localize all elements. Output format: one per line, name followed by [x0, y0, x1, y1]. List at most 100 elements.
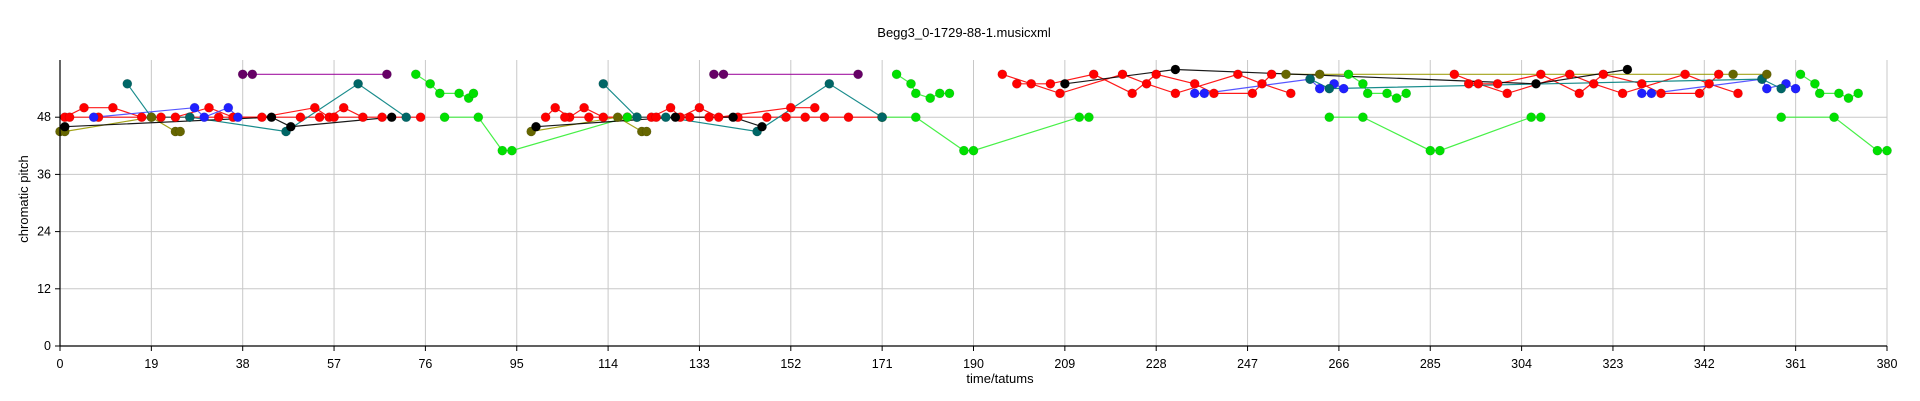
- blue-data-point: [1338, 83, 1349, 94]
- green-data-point: [410, 69, 421, 80]
- olive-data-point: [1761, 69, 1772, 80]
- red-data-point: [1535, 69, 1546, 80]
- red-data-point: [1189, 78, 1200, 89]
- chart-title: Begg3_0-1729-88-1.musicxml: [877, 25, 1051, 40]
- green-data-point: [1526, 112, 1537, 123]
- green-data-point: [1358, 78, 1368, 89]
- green-data-point: [1343, 69, 1354, 80]
- teal-data-point: [353, 78, 363, 89]
- green-data-point: [1535, 112, 1546, 123]
- teal-series-line: [126, 83, 407, 133]
- red-data-point: [1170, 88, 1181, 99]
- red-data-point: [1088, 69, 1099, 80]
- green-data-point: [934, 88, 945, 99]
- x-tick-label: 342: [1694, 357, 1715, 371]
- red-data-point: [329, 112, 339, 123]
- teal-data-point: [877, 112, 887, 123]
- teal-data-point: [1776, 83, 1787, 94]
- red-data-point: [1617, 88, 1628, 99]
- red-data-point: [1209, 88, 1219, 99]
- green-data-point: [944, 88, 955, 99]
- green-data-point: [959, 145, 969, 156]
- red-data-point: [651, 112, 662, 123]
- olive-data-point: [146, 112, 157, 123]
- green-data-point: [468, 88, 479, 99]
- black-data-point: [1531, 78, 1541, 89]
- red-data-point: [108, 102, 118, 113]
- red-data-point: [540, 112, 551, 123]
- red-data-point: [684, 112, 695, 123]
- red-data-point: [1564, 69, 1575, 80]
- red-data-point: [338, 102, 349, 113]
- teal-series-line: [1309, 78, 1782, 90]
- red-data-point: [559, 112, 570, 123]
- red-data-point: [1117, 69, 1128, 80]
- red-data-point: [1502, 88, 1513, 99]
- x-tick-label: 95: [510, 357, 524, 371]
- red-data-point: [1045, 78, 1056, 89]
- x-tick-label: 38: [236, 357, 250, 371]
- x-axis-label: time/tatums: [966, 371, 1034, 386]
- green-series-line: [882, 116, 1089, 152]
- x-tick-label: 228: [1146, 357, 1167, 371]
- blue-data-point: [1199, 88, 1210, 99]
- x-tick-label: 114: [598, 357, 618, 371]
- red-data-point: [314, 112, 325, 123]
- olive-data-point: [1728, 69, 1738, 80]
- purple-data-point: [237, 69, 248, 80]
- x-tick-label: 323: [1603, 357, 1624, 371]
- red-data-point: [1636, 78, 1647, 89]
- x-tick-label: 19: [144, 357, 158, 371]
- red-data-point: [1127, 88, 1138, 99]
- red-data-point: [1247, 88, 1258, 99]
- green-data-point: [506, 145, 517, 156]
- red-data-point: [1151, 69, 1162, 80]
- red-data-point: [800, 112, 811, 123]
- olive-data-point: [1281, 69, 1291, 80]
- olive-data-point: [641, 126, 652, 137]
- green-data-point: [1776, 112, 1787, 123]
- green-data-point: [622, 112, 633, 123]
- green-data-point: [1814, 88, 1825, 99]
- y-tick-label: 0: [44, 339, 51, 353]
- teal-data-point: [660, 112, 671, 123]
- green-data-point: [1401, 88, 1412, 99]
- red-data-point: [1656, 88, 1666, 99]
- green-data-point: [1425, 145, 1436, 156]
- red-data-point: [1694, 88, 1705, 99]
- x-tick-label: 304: [1511, 357, 1532, 371]
- green-data-point: [497, 145, 508, 156]
- teal-data-point: [184, 112, 195, 123]
- red-data-point: [843, 112, 854, 123]
- red-data-point: [377, 112, 387, 123]
- blue-data-point: [88, 112, 99, 123]
- red-data-point: [781, 112, 791, 123]
- black-data-point: [531, 121, 541, 132]
- x-tick-label: 247: [1237, 357, 1258, 371]
- red-data-point: [809, 102, 820, 113]
- red-data-point: [170, 112, 181, 123]
- teal-series-line: [602, 83, 883, 133]
- blue-data-point: [223, 102, 234, 113]
- red-data-point: [1713, 69, 1724, 80]
- ticks: 0 19 38 57 76 95 114 133 152 171 190 209 228 247 266 28…: [37, 110, 1897, 371]
- red-data-point: [579, 102, 589, 113]
- black-data-point: [386, 112, 397, 123]
- black-data-point: [757, 121, 767, 132]
- purple-data-point: [709, 69, 719, 80]
- red-data-point: [79, 102, 89, 113]
- red-data-point: [785, 102, 796, 113]
- red-data-point: [1680, 69, 1690, 80]
- blue-data-point: [232, 112, 243, 123]
- red-data-point: [1492, 78, 1503, 89]
- red-data-point: [204, 102, 214, 113]
- black-data-point: [1060, 78, 1070, 89]
- red-data-point: [309, 102, 320, 113]
- green-data-point: [891, 69, 902, 80]
- x-tick-label: 285: [1420, 357, 1441, 371]
- x-tick-label: 190: [963, 357, 984, 371]
- teal-data-point: [598, 78, 609, 89]
- purple-data-point: [853, 69, 863, 80]
- black-data-point: [670, 112, 681, 123]
- x-tick-label: 76: [418, 357, 432, 371]
